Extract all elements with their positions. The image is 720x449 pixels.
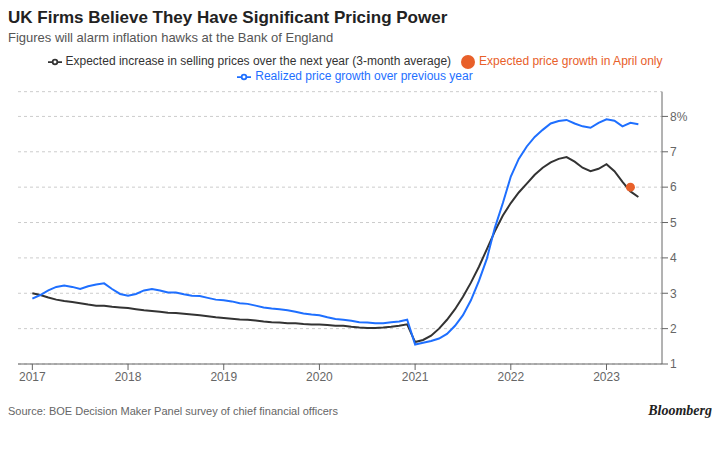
html-text:Expected increase in selling p: Expected increase in selling prices over…	[65, 54, 451, 68]
svg-text:1: 1	[670, 357, 677, 371]
svg-text:2: 2	[670, 322, 677, 336]
svg-text:2018: 2018	[115, 370, 142, 384]
svg-text:4: 4	[670, 251, 677, 265]
svg-text:2023: 2023	[593, 370, 620, 384]
html-text:Bloomberg: Bloomberg	[648, 403, 712, 418]
html-text:Source: BOE Decision Maker Pan: Source: BOE Decision Maker Panel survey …	[8, 405, 338, 417]
svg-text:5: 5	[670, 216, 677, 230]
svg-text:2021: 2021	[402, 370, 429, 384]
html-text:Figures will alarm inflation h: Figures will alarm inflation hawks at th…	[8, 30, 334, 45]
html-text:Realized price growth over pre: Realized price growth over previous year	[255, 68, 473, 83]
svg-text:8%: 8%	[670, 110, 688, 124]
svg-text:2022: 2022	[497, 370, 524, 384]
svg-text:2020: 2020	[306, 370, 333, 384]
svg-text:2017: 2017	[19, 370, 46, 384]
svg-text:3: 3	[670, 287, 677, 301]
svg-text:6: 6	[670, 180, 677, 194]
svg-text:7: 7	[670, 145, 677, 159]
html-text:Expected price growth in April: Expected price growth in April only	[479, 54, 663, 68]
html-text:UK Firms Believe They Have Sig: UK Firms Believe They Have Significant P…	[8, 8, 448, 27]
svg-text:2019: 2019	[210, 370, 237, 384]
